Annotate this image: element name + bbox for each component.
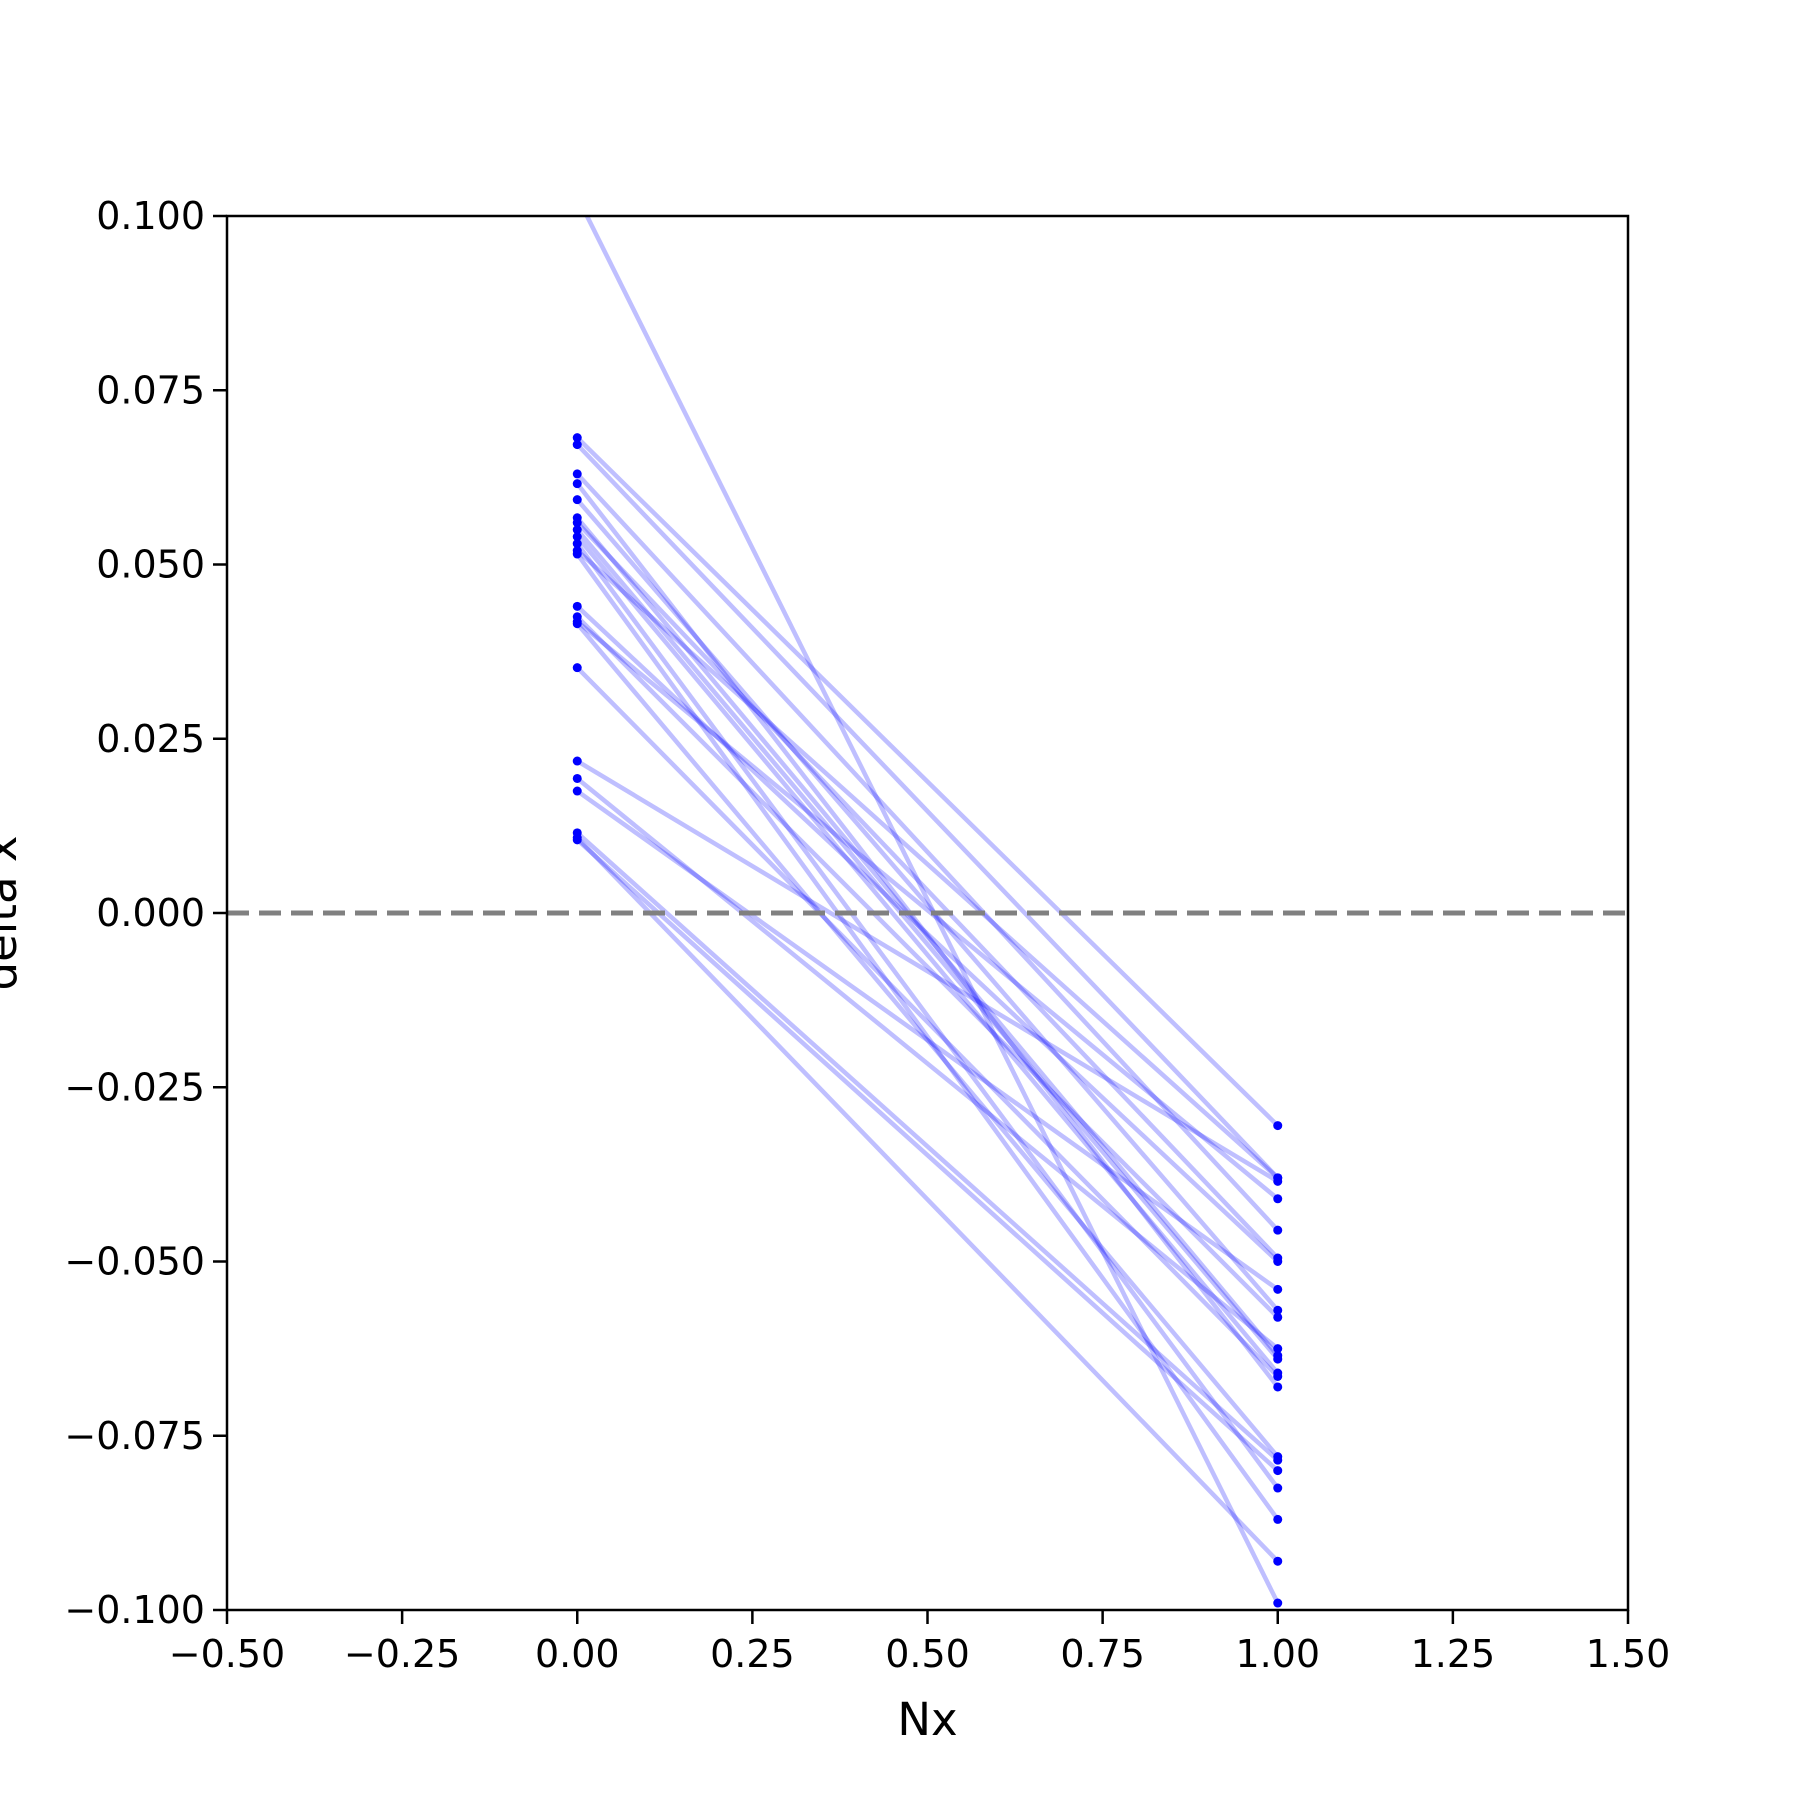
series-line-3	[575, 443, 1280, 1180]
series-13-point-1	[572, 549, 582, 559]
series-9-point-1	[572, 525, 582, 535]
series-line-4	[575, 472, 1280, 1232]
series-line-18	[575, 666, 1280, 1379]
series-17-point-1	[572, 619, 582, 629]
series-22-point-2	[1273, 1455, 1283, 1465]
y-tick-label-2: 0.075	[96, 368, 205, 412]
y-tick-label-8: −0.075	[64, 1414, 205, 1458]
series-11-point-2	[1273, 1483, 1283, 1493]
series-4-point-2	[1273, 1225, 1283, 1235]
series-line-12	[575, 548, 1280, 1180]
series-20-point-1	[572, 773, 582, 783]
series-23-point-2	[1273, 1556, 1283, 1566]
series-line-16	[575, 619, 1280, 1201]
series-line-17	[575, 622, 1280, 1459]
series-21-point-1	[572, 786, 582, 796]
series-line-7	[575, 516, 1280, 1358]
x-tick-label-5: 0.50	[885, 1632, 970, 1676]
series-line-14	[575, 604, 1280, 1264]
series-14-point-1	[572, 601, 582, 611]
series-14-point-2	[1273, 1257, 1283, 1266]
x-axis: −0.50 −0.25 0.00 0.25 0.50 0.75 1.00 1.25 1.50	[169, 1610, 1671, 1676]
y-tick-label-3: 0.050	[96, 543, 205, 587]
series-20-point-2	[1273, 1344, 1283, 1354]
series-line-23	[575, 836, 1280, 1563]
series-4-point-1	[572, 469, 582, 479]
series-line-1	[584, 216, 1280, 1605]
series-line-8	[575, 521, 1280, 1260]
series-line-22	[575, 831, 1280, 1462]
y-tick-label-6: −0.025	[64, 1065, 205, 1109]
series-line-15	[575, 615, 1280, 1319]
x-tick-label-8: 1.25	[1411, 1632, 1496, 1676]
series-2-point-2	[1273, 1121, 1283, 1131]
series-line-11	[575, 542, 1280, 1490]
y-tick-label-5: 0.000	[96, 891, 205, 935]
series-line-24	[575, 838, 1280, 1473]
series-3-point-1	[572, 440, 582, 450]
y-tick-label-9: −0.100	[64, 1588, 205, 1632]
series-6-point-1	[572, 495, 582, 505]
x-tick-label-1: −0.50	[169, 1632, 285, 1676]
x-tick-label-7: 1.00	[1235, 1632, 1320, 1676]
series-line-5	[575, 482, 1280, 1389]
series-8-point-1	[572, 518, 582, 528]
x-axis-label: Nx	[897, 1693, 957, 1746]
series-line-20	[575, 776, 1280, 1351]
series-line-9	[575, 528, 1280, 1361]
y-axis: 0.100 0.075 0.050 0.025 0.000 −0.025 −0.050 −0.…	[64, 194, 227, 1632]
y-tick-label-7: −0.050	[64, 1240, 205, 1284]
series-1-point-2	[1273, 1598, 1283, 1608]
series-6-point-2	[1273, 1305, 1283, 1315]
x-tick-label-9: 1.50	[1586, 1632, 1671, 1676]
series-18-point-1	[572, 663, 582, 673]
series-15-point-2	[1273, 1312, 1283, 1322]
series-11-point-1	[572, 539, 582, 549]
series-19-point-2	[1273, 1176, 1283, 1186]
series-5-point-1	[572, 479, 582, 489]
series-16-point-2	[1273, 1194, 1283, 1204]
series-19-point-1	[572, 756, 582, 766]
series-21-point-2	[1273, 1284, 1283, 1294]
x-tick-label-6: 0.75	[1060, 1632, 1145, 1676]
series-13-point-2	[1273, 1514, 1283, 1524]
series-18-point-2	[1273, 1372, 1283, 1382]
series-5-point-2	[1273, 1382, 1283, 1392]
series-10-point-1	[572, 532, 582, 542]
y-tick-label-1: 0.100	[96, 194, 205, 238]
series-line-13	[575, 552, 1280, 1521]
series-line-2	[575, 436, 1280, 1128]
series-2-point-1	[572, 433, 582, 443]
series-line-21	[575, 789, 1280, 1292]
series-24-point-1	[572, 835, 582, 845]
y-axis-label: delta x	[0, 836, 27, 991]
series-line-10	[575, 535, 1280, 1375]
y-tick-label-4: 0.025	[96, 717, 205, 761]
x-tick-label-3: 0.00	[535, 1632, 620, 1676]
series-line-6	[575, 498, 1280, 1312]
series-9-point-2	[1273, 1354, 1283, 1364]
plot-series	[572, 216, 1283, 1608]
series-24-point-2	[1273, 1466, 1283, 1476]
series-line-19	[576, 759, 1279, 1184]
x-tick-label-2: −0.25	[344, 1632, 460, 1676]
x-tick-label-4: 0.25	[710, 1632, 795, 1676]
